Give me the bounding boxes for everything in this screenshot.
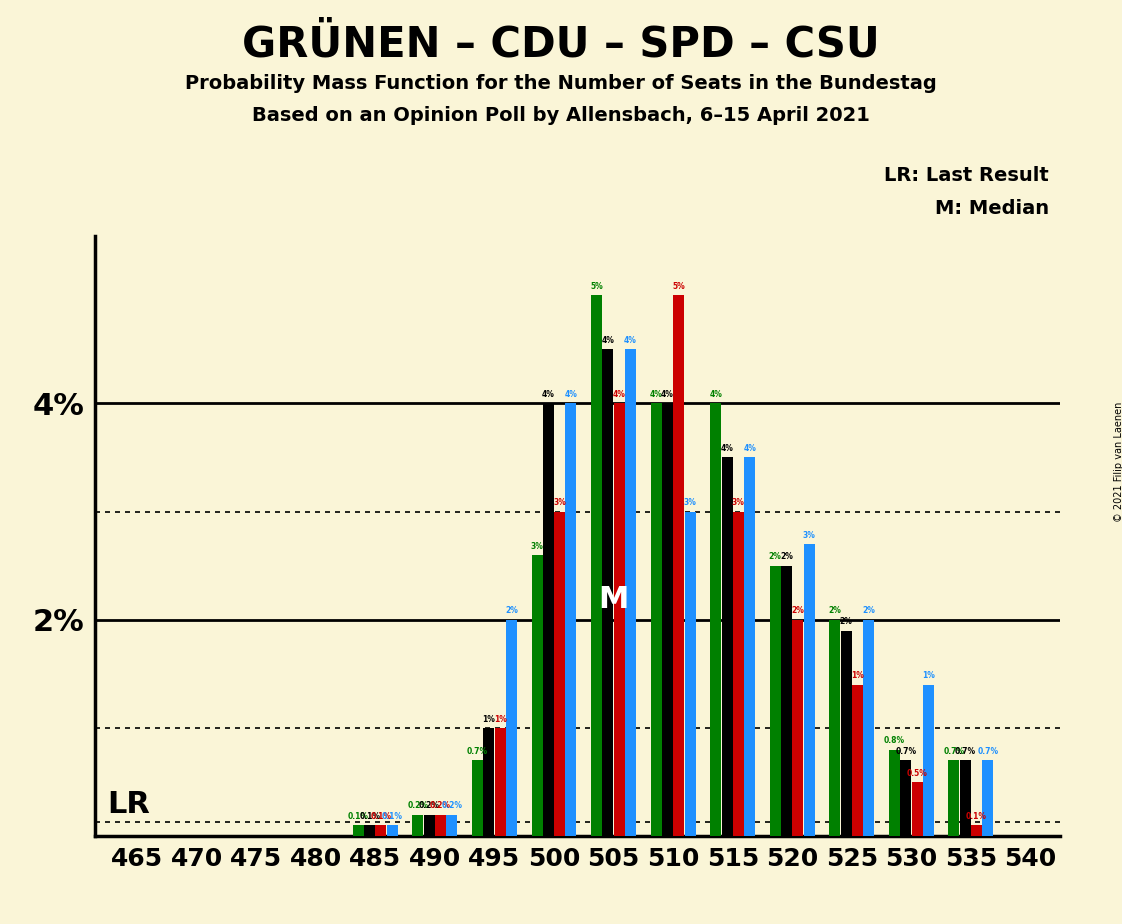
- Text: 4%: 4%: [601, 336, 615, 345]
- Bar: [959, 760, 971, 836]
- Bar: [721, 457, 733, 836]
- Bar: [554, 512, 565, 836]
- Text: 0.1%: 0.1%: [348, 812, 369, 821]
- Text: 4%: 4%: [661, 390, 674, 399]
- Text: 2%: 2%: [769, 553, 782, 562]
- Bar: [829, 620, 840, 836]
- Text: 5%: 5%: [672, 282, 686, 291]
- Text: 4%: 4%: [743, 444, 756, 453]
- Bar: [413, 815, 423, 836]
- Text: 4%: 4%: [624, 336, 637, 345]
- Bar: [435, 815, 447, 836]
- Bar: [591, 295, 603, 836]
- Bar: [911, 782, 922, 836]
- Text: 3%: 3%: [553, 498, 567, 507]
- Text: 4%: 4%: [709, 390, 723, 399]
- Bar: [673, 295, 684, 836]
- Bar: [565, 404, 577, 836]
- Bar: [472, 760, 482, 836]
- Bar: [651, 404, 662, 836]
- Text: 4%: 4%: [720, 444, 734, 453]
- Bar: [792, 620, 803, 836]
- Text: 0.8%: 0.8%: [884, 736, 905, 746]
- Text: 0.7%: 0.7%: [955, 748, 976, 756]
- Text: 1%: 1%: [922, 672, 935, 680]
- Text: 0.1%: 0.1%: [381, 812, 403, 821]
- Text: 2%: 2%: [791, 606, 804, 615]
- Bar: [770, 565, 781, 836]
- Text: 3%: 3%: [803, 530, 816, 540]
- Bar: [889, 749, 900, 836]
- Text: 2%: 2%: [505, 606, 518, 615]
- Text: © 2021 Filip van Laenen: © 2021 Filip van Laenen: [1114, 402, 1122, 522]
- Bar: [684, 512, 696, 836]
- Bar: [852, 685, 863, 836]
- Bar: [603, 349, 614, 836]
- Bar: [863, 620, 874, 836]
- Text: LR: Last Result: LR: Last Result: [884, 166, 1049, 186]
- Bar: [972, 825, 982, 836]
- Text: 1%: 1%: [852, 672, 864, 680]
- Text: 2%: 2%: [863, 606, 875, 615]
- Bar: [840, 630, 852, 836]
- Text: GRÜNEN – CDU – SPD – CSU: GRÜNEN – CDU – SPD – CSU: [242, 23, 880, 65]
- Bar: [543, 404, 554, 836]
- Text: Probability Mass Function for the Number of Seats in the Bundestag: Probability Mass Function for the Number…: [185, 74, 937, 93]
- Text: 5%: 5%: [590, 282, 603, 291]
- Bar: [506, 620, 517, 836]
- Bar: [662, 404, 673, 836]
- Bar: [495, 728, 506, 836]
- Text: M: M: [598, 586, 628, 614]
- Bar: [710, 404, 721, 836]
- Text: M: Median: M: Median: [935, 199, 1049, 218]
- Text: 0.7%: 0.7%: [467, 748, 488, 756]
- Bar: [532, 554, 543, 836]
- Text: 0.2%: 0.2%: [407, 801, 429, 810]
- Bar: [948, 760, 959, 836]
- Bar: [484, 728, 495, 836]
- Text: 0.7%: 0.7%: [895, 748, 917, 756]
- Bar: [733, 512, 744, 836]
- Text: 2%: 2%: [780, 553, 793, 562]
- Text: 0.7%: 0.7%: [977, 748, 999, 756]
- Text: 4%: 4%: [542, 390, 554, 399]
- Bar: [744, 457, 755, 836]
- Bar: [923, 685, 934, 836]
- Text: 0.1%: 0.1%: [359, 812, 380, 821]
- Text: 0.5%: 0.5%: [907, 769, 928, 778]
- Bar: [424, 815, 434, 836]
- Bar: [781, 565, 792, 836]
- Bar: [900, 760, 911, 836]
- Text: 0.1%: 0.1%: [966, 812, 987, 821]
- Bar: [614, 404, 625, 836]
- Text: 0.7%: 0.7%: [944, 748, 965, 756]
- Bar: [803, 544, 815, 836]
- Text: 0.2%: 0.2%: [441, 801, 462, 810]
- Text: 1%: 1%: [494, 714, 506, 723]
- Text: 4%: 4%: [613, 390, 626, 399]
- Text: 3%: 3%: [531, 541, 543, 551]
- Bar: [447, 815, 458, 836]
- Text: 2%: 2%: [828, 606, 842, 615]
- Text: 4%: 4%: [564, 390, 578, 399]
- Bar: [365, 825, 375, 836]
- Bar: [625, 349, 636, 836]
- Text: 3%: 3%: [683, 498, 697, 507]
- Bar: [983, 760, 993, 836]
- Text: 2%: 2%: [839, 617, 853, 626]
- Text: Based on an Opinion Poll by Allensbach, 6–15 April 2021: Based on an Opinion Poll by Allensbach, …: [252, 106, 870, 126]
- Text: 0.2%: 0.2%: [430, 801, 451, 810]
- Text: 0.2%: 0.2%: [419, 801, 440, 810]
- Text: 1%: 1%: [482, 714, 495, 723]
- Text: 4%: 4%: [650, 390, 663, 399]
- Bar: [352, 825, 364, 836]
- Text: LR: LR: [108, 790, 150, 819]
- Bar: [376, 825, 386, 836]
- Bar: [387, 825, 398, 836]
- Text: 3%: 3%: [732, 498, 745, 507]
- Text: 0.1%: 0.1%: [370, 812, 392, 821]
